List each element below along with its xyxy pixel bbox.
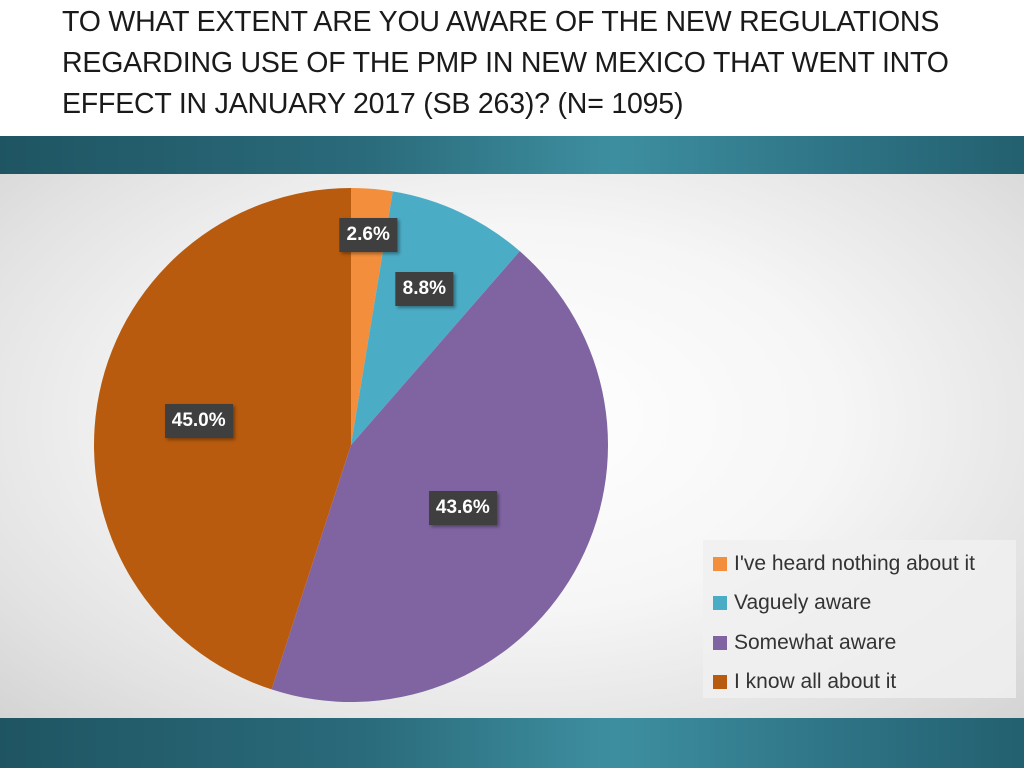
legend-item-somewhat-aware: Somewhat aware xyxy=(703,623,1016,663)
data-label-somewhat-aware: 43.6% xyxy=(428,491,497,526)
chart-area: 2.6% 8.8% 43.6% 45.0% I've heard nothing ab… xyxy=(0,174,1024,718)
pie-slice-heard-nothing xyxy=(351,188,393,445)
pie-slice-vaguely-aware xyxy=(351,191,520,445)
legend-swatch xyxy=(713,556,727,571)
legend-label: I know all about it xyxy=(734,670,897,694)
legend-item-know-all: I know all about it xyxy=(703,663,1016,703)
legend-item-heard-nothing: I've heard nothing about it xyxy=(703,544,1016,584)
slide-title: TO WHAT EXTENT ARE YOU AWARE OF THE NEW … xyxy=(62,6,949,120)
legend-label: I've heard nothing about it xyxy=(734,551,976,575)
data-label-vaguely-aware: 8.8% xyxy=(395,272,453,307)
pie-slice-somewhat-aware xyxy=(271,251,608,702)
decorative-bottom-band xyxy=(0,718,1024,768)
pie-slice-know-all xyxy=(94,188,351,690)
legend-swatch xyxy=(713,675,727,690)
legend-label: Somewhat aware xyxy=(734,630,897,654)
chart-legend: I've heard nothing about it Vaguely awar… xyxy=(703,540,1016,698)
data-label-heard-nothing: 2.6% xyxy=(339,217,397,252)
data-label-know-all: 45.0% xyxy=(164,403,233,438)
decorative-top-band xyxy=(0,136,1024,174)
pie-chart xyxy=(94,188,608,702)
legend-item-vaguely-aware: Vaguely aware xyxy=(703,584,1016,624)
legend-swatch xyxy=(713,635,727,650)
legend-label: Vaguely aware xyxy=(734,591,872,615)
legend-swatch xyxy=(713,596,727,611)
